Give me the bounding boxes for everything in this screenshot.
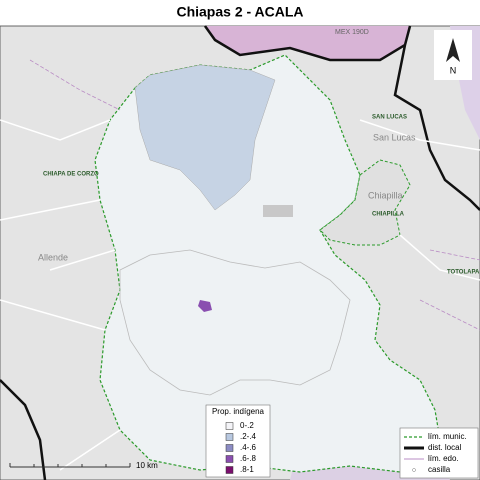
north-arrow: N xyxy=(434,30,472,80)
north-arrow-shape xyxy=(446,38,460,62)
legend-swatch xyxy=(225,422,234,430)
title: Chiapas 2 - ACALA xyxy=(176,4,303,20)
legend-title: Prop. indígena xyxy=(212,407,265,416)
legend-swatch xyxy=(225,455,234,463)
legend-lines: lím. munic. dist. local lím. edo. casilla xyxy=(399,427,479,479)
town-label: San Lucas xyxy=(373,132,416,142)
casilla-symbol xyxy=(412,468,416,472)
legend-label: lím. munic. xyxy=(428,432,467,441)
legend-label: .8-1 xyxy=(240,465,254,474)
place-label: CHIAPA DE CORZO xyxy=(43,172,99,178)
road-label: MEX 190D xyxy=(335,29,369,36)
scale-label: 10 km xyxy=(136,461,158,470)
roads xyxy=(0,119,480,471)
legend-swatch xyxy=(225,433,234,441)
scale-line xyxy=(9,463,131,468)
scale-bar: 10 km xyxy=(9,461,158,470)
purple-section xyxy=(198,300,212,312)
legend-label: 0-.2 xyxy=(240,421,254,430)
legend-swatch xyxy=(225,444,234,452)
legend-label: dist. local xyxy=(428,443,462,452)
district-line xyxy=(203,25,480,211)
legend-label: lím. edo. xyxy=(428,454,459,463)
chiapilla-municipality xyxy=(319,159,411,246)
legend-label: .2-.4 xyxy=(240,432,257,441)
acala-town xyxy=(263,205,293,217)
place-label: TOTOLAPA xyxy=(447,270,480,276)
blue-section xyxy=(134,64,276,211)
legend-swatch xyxy=(225,466,234,474)
place-label: CHIAPILLA xyxy=(372,212,405,218)
legend-label: .4-.6 xyxy=(240,443,257,452)
section-outline xyxy=(119,249,351,396)
district-line-left xyxy=(0,379,47,480)
town-label: Allende xyxy=(38,252,68,262)
legend-label: .6-.8 xyxy=(240,454,257,463)
legend-box xyxy=(205,404,271,478)
legend-indigena: Prop. indígena 0-.2 .2-.4 .4-.6 .6-.8 .8-1 xyxy=(205,404,271,478)
town-label: Chiapilla xyxy=(368,190,403,200)
map-frame: MEX 190D SAN LUCAS San Lucas CHIAPA DE C… xyxy=(0,25,480,480)
legend-label: casilla xyxy=(428,465,451,474)
north-label: N xyxy=(450,65,457,75)
state-lines xyxy=(29,59,480,331)
place-label: SAN LUCAS xyxy=(372,115,407,121)
